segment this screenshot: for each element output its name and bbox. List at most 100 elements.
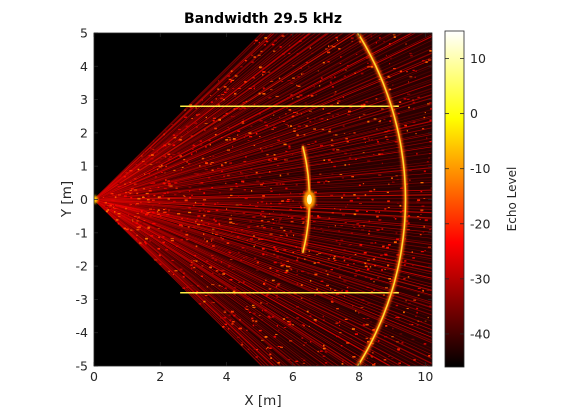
speckle [323, 319, 325, 321]
speckle [364, 142, 366, 143]
speckle [147, 226, 151, 228]
colorbar-tick-label: -40 [470, 326, 490, 341]
speckle [382, 294, 385, 296]
speckle [310, 341, 312, 343]
speckle [251, 317, 254, 320]
speckle [329, 256, 331, 257]
speckle [420, 251, 424, 253]
speckle [363, 325, 366, 326]
speckle [164, 172, 166, 174]
speckle [343, 280, 347, 282]
speckle [230, 188, 233, 190]
speckle [332, 148, 335, 151]
echo-streak [94, 199, 432, 288]
speckle [397, 350, 400, 352]
speckle [292, 77, 295, 79]
speckle [188, 163, 191, 165]
speckle [289, 204, 292, 206]
speckle [376, 139, 378, 141]
echo-streak [94, 198, 355, 366]
speckle [278, 77, 281, 80]
speckle [289, 267, 292, 270]
speckle [327, 61, 330, 63]
speckle [253, 87, 255, 90]
speckle [367, 62, 369, 64]
echo-streak [94, 199, 432, 334]
speckle [208, 139, 211, 141]
speckle [129, 192, 133, 195]
speckle [414, 76, 416, 78]
speckle [214, 203, 216, 205]
speckle [146, 199, 150, 201]
echo-streak [94, 199, 346, 366]
speckle [127, 191, 130, 193]
y-tick-label: 4 [80, 59, 88, 74]
speckle [107, 209, 110, 211]
speckle [228, 314, 231, 316]
speckle [210, 95, 212, 96]
speckle [233, 286, 237, 288]
speckle [343, 75, 346, 77]
speckle [233, 211, 236, 213]
echo-streak [94, 199, 282, 366]
speckle [113, 203, 116, 205]
speckle [371, 356, 373, 358]
speckle [346, 342, 350, 344]
speckle [202, 223, 205, 225]
speckle [149, 181, 152, 184]
speckle [325, 270, 327, 272]
speckle [409, 76, 413, 78]
speckle [413, 299, 417, 301]
speckle [339, 209, 342, 211]
speckle [304, 108, 306, 110]
speckle [328, 45, 330, 47]
speckle [265, 279, 267, 282]
speckle [239, 327, 242, 330]
speckle [130, 229, 133, 231]
speckle [296, 317, 300, 319]
speckle [117, 222, 120, 225]
speckle [136, 213, 139, 214]
speckle [157, 168, 159, 171]
speckle [309, 47, 311, 49]
speckle [174, 194, 177, 196]
echo-streak [94, 199, 360, 366]
speckle [260, 213, 262, 215]
speckle [373, 363, 376, 365]
speckle [188, 193, 190, 195]
speckle [243, 189, 246, 191]
speckle [251, 61, 254, 63]
speckle [198, 303, 202, 305]
speckle [279, 174, 282, 177]
speckle [273, 114, 275, 116]
speckle [300, 284, 303, 286]
speckle [313, 128, 316, 130]
speckle [347, 204, 349, 206]
speckle [154, 259, 158, 261]
speckle [355, 53, 358, 55]
speckle [180, 169, 182, 171]
echo-streak [94, 33, 275, 200]
speckle [411, 338, 415, 340]
speckle [256, 180, 260, 182]
speckle [424, 112, 426, 114]
speckle [423, 116, 426, 119]
speckle [270, 206, 272, 208]
speckle [190, 277, 192, 279]
speckle [278, 202, 282, 205]
speckle [343, 133, 346, 134]
speckle [331, 301, 334, 303]
speckle [299, 193, 301, 195]
speckle [323, 182, 325, 184]
speckle [255, 269, 259, 271]
speckle [191, 118, 193, 119]
speckle [270, 89, 273, 91]
speckle [288, 44, 291, 47]
echo-streak [94, 199, 432, 338]
speckle [296, 306, 299, 308]
speckle [302, 73, 305, 75]
speckle [203, 201, 205, 203]
speckle [197, 285, 200, 287]
echo-streak [94, 33, 284, 200]
speckle [193, 204, 195, 207]
